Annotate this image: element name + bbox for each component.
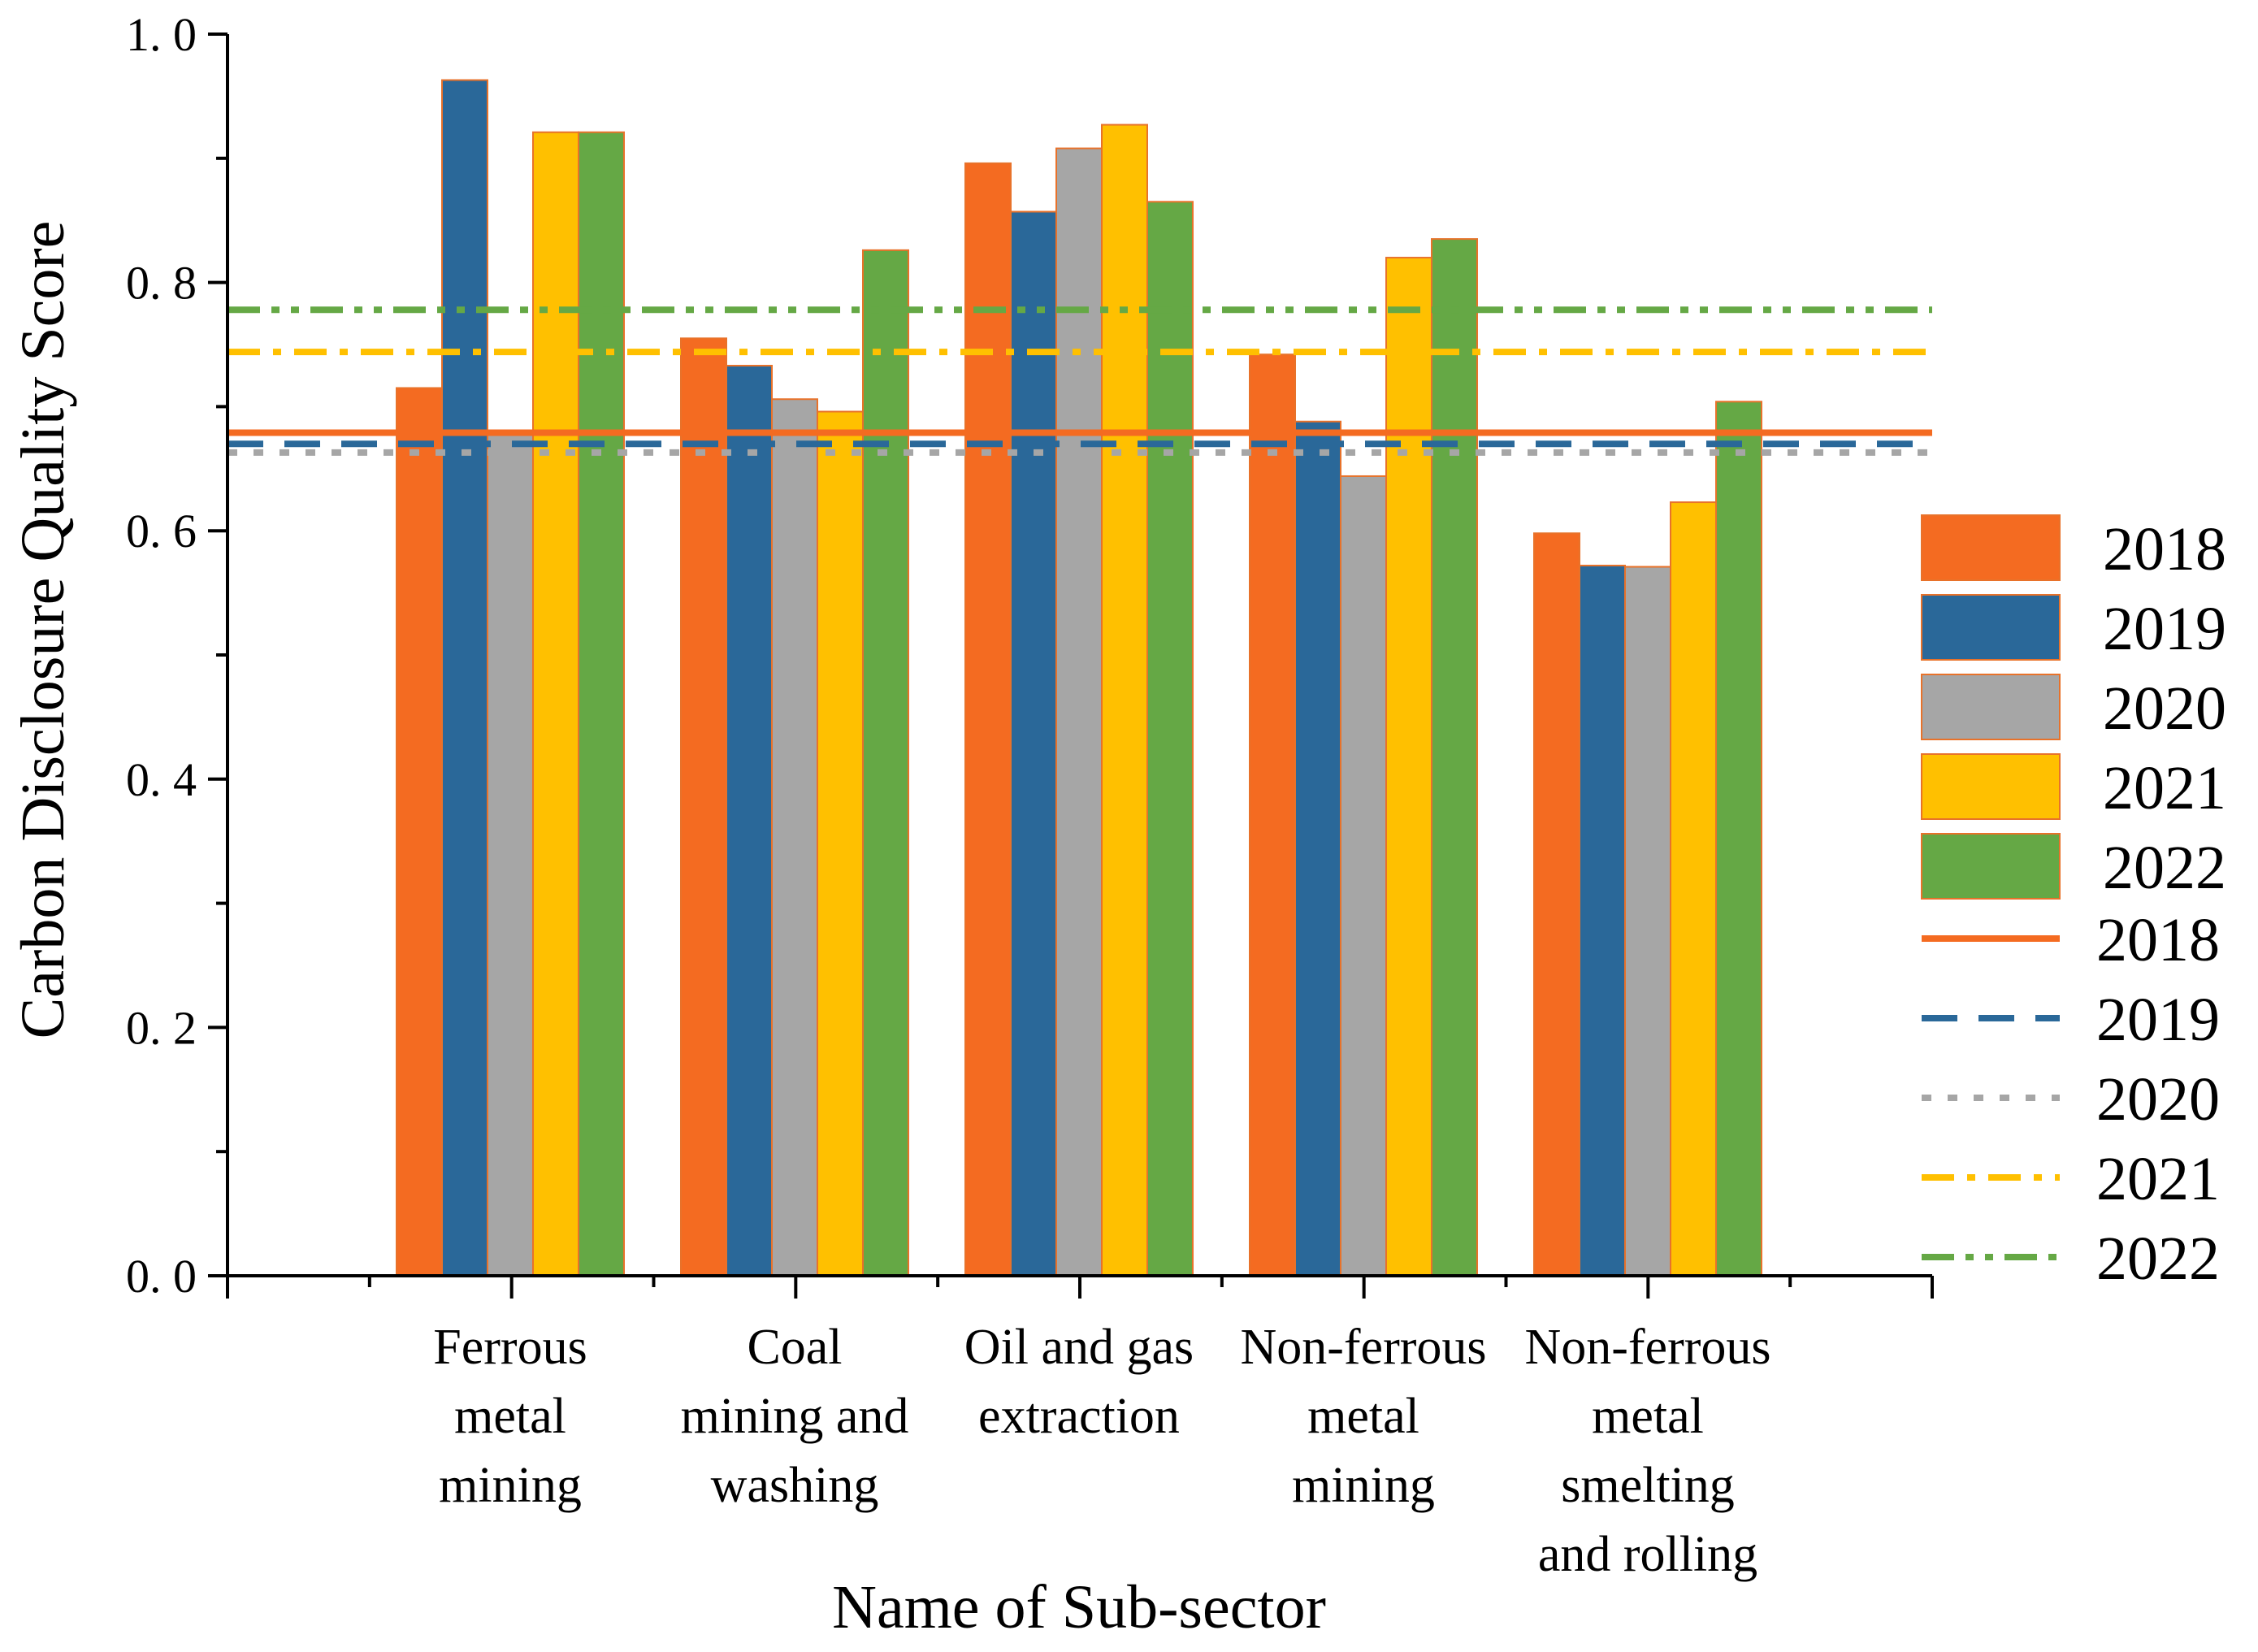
bar-2020-1 <box>771 398 818 1277</box>
legend-label: 2019 <box>2103 595 2226 663</box>
bar-2019-0 <box>441 79 488 1277</box>
category-label: Non-ferrous metal mining <box>1240 1320 1486 1513</box>
bar-2021-3 <box>1385 257 1432 1277</box>
legend-label: 2022 <box>2096 1225 2220 1293</box>
bar-2018-2 <box>964 162 1012 1277</box>
legend-label: 2018 <box>2096 906 2220 974</box>
category-label: Non-ferrous metal smelting and rolling <box>1524 1320 1770 1582</box>
bar-2019-3 <box>1294 420 1341 1277</box>
bar-2020-3 <box>1340 475 1387 1277</box>
y-tick-label: 0. 8 <box>126 257 197 310</box>
bar-2021-1 <box>817 410 864 1277</box>
category-label: Oil and gas extraction <box>964 1320 1194 1444</box>
legend-label: 2021 <box>2096 1145 2220 1213</box>
legend-swatch-bar-2021 <box>1921 753 2061 820</box>
bar-2021-4 <box>1670 501 1717 1277</box>
bar-2022-0 <box>578 131 625 1277</box>
bar-2021-0 <box>532 131 579 1277</box>
legend-swatch-bar-2019 <box>1921 594 2061 661</box>
axes: 0. 0 0. 2 0. 4 0. 6 0. 8 1. 0 Ferrous metal mini… <box>126 8 1934 1582</box>
bars <box>396 79 1762 1277</box>
bar-2022-2 <box>1146 201 1194 1277</box>
y-tick-label: 0. 2 <box>126 1001 197 1054</box>
y-tick-label: 0. 6 <box>126 505 197 557</box>
reference-lines <box>228 306 1932 456</box>
legend-swatch-bar-2022 <box>1921 833 2061 900</box>
bar-2022-3 <box>1431 238 1478 1277</box>
bar-2022-1 <box>862 249 909 1277</box>
y-axis-title: Carbon Disclosure Quality Score <box>9 221 77 1039</box>
legend-label: 2019 <box>2096 986 2220 1054</box>
bar-2021-2 <box>1101 124 1148 1277</box>
bar-2022-4 <box>1715 401 1762 1277</box>
bar-2018-3 <box>1249 353 1296 1277</box>
legend-swatch-bar-2018 <box>1921 514 2061 581</box>
bar-2018-4 <box>1533 532 1580 1277</box>
legend-label: 2020 <box>2103 674 2226 743</box>
category-label: Coal mining and washing <box>681 1320 909 1513</box>
legend-swatch-bar-2020 <box>1921 674 2061 740</box>
bar-2018-1 <box>680 337 727 1277</box>
legend-label: 2018 <box>2103 515 2226 583</box>
bar-2019-4 <box>1579 564 1626 1277</box>
bar-2018-0 <box>396 387 443 1277</box>
bar-2020-0 <box>487 433 534 1277</box>
y-tick-label: 0. 4 <box>126 753 197 806</box>
x-axis-title: Name of Sub-sector <box>832 1573 1326 1641</box>
bar-2019-1 <box>726 364 773 1277</box>
legend-label: 2021 <box>2103 754 2226 822</box>
y-tick-label: 1. 0 <box>126 8 197 61</box>
bar-2020-4 <box>1624 566 1671 1277</box>
legend-label: 2022 <box>2103 834 2226 902</box>
category-label: Ferrous metal mining <box>433 1320 587 1513</box>
bar-2020-2 <box>1055 147 1103 1277</box>
legend-label: 2020 <box>2096 1065 2220 1134</box>
bar-2019-2 <box>1010 210 1057 1277</box>
y-tick-label: 0. 0 <box>126 1250 197 1303</box>
